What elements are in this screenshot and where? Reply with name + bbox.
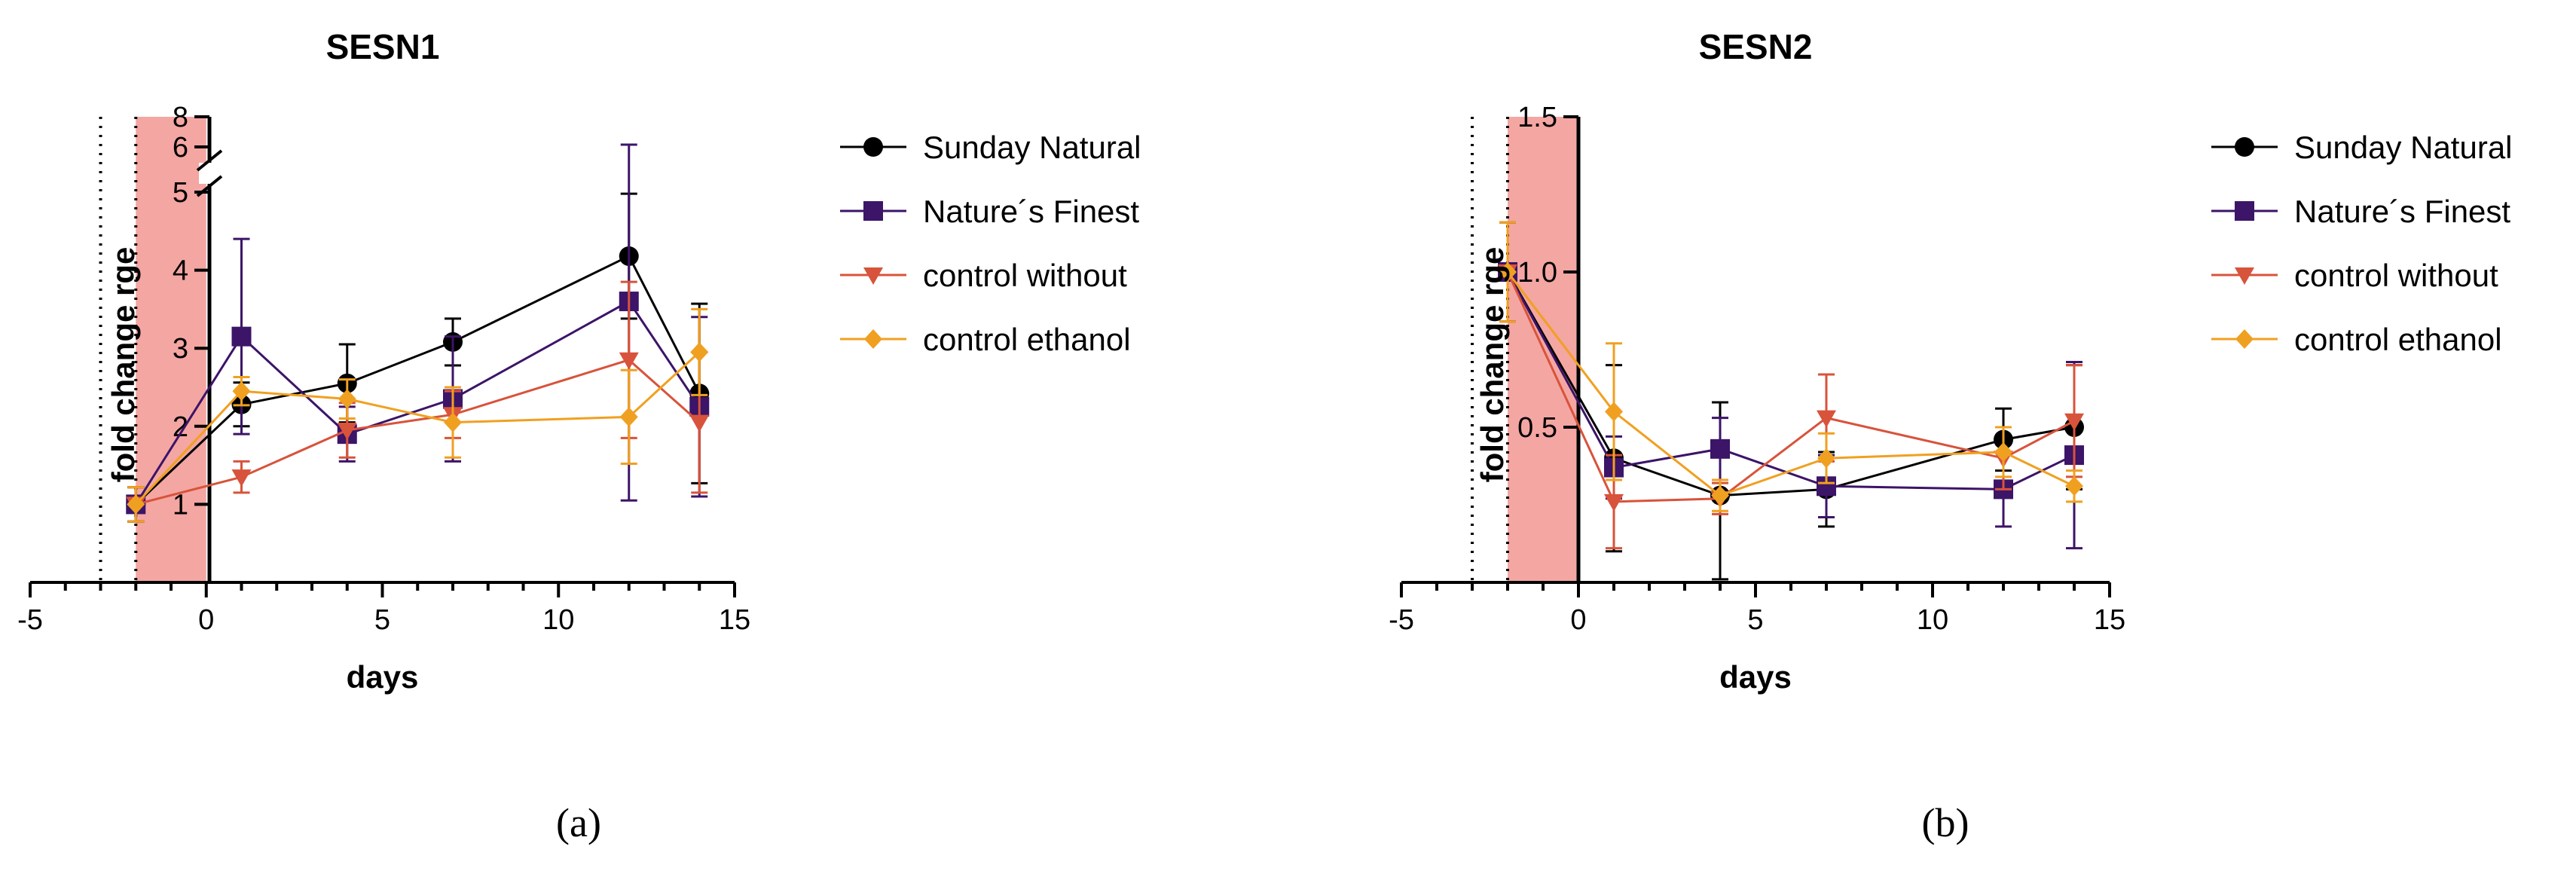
legend-marker <box>2235 329 2254 349</box>
legend-label: Nature´s Finest <box>2294 194 2510 229</box>
series-3 <box>1498 221 2084 550</box>
x-axis-label: days <box>1719 659 1792 695</box>
data-point <box>2065 476 2083 497</box>
chart-panel-2: -5 0 5 10 15 0.5 1.0 1.5 SESN2 days fold change rg… <box>1389 27 2512 845</box>
data-point <box>1817 448 1835 469</box>
data-point <box>127 494 145 515</box>
data-point <box>231 469 252 487</box>
data-point <box>1710 438 1730 459</box>
data-point <box>1499 262 1517 282</box>
legend-item: control ethanol <box>840 322 1131 357</box>
legend-item: control without <box>840 258 1127 293</box>
y-tick-label: 1 <box>173 489 188 521</box>
y-tick-label: 6 <box>173 132 188 163</box>
series-line <box>134 300 701 506</box>
data-point <box>1604 493 1624 512</box>
data-point <box>231 326 252 347</box>
x-tick-label: 10 <box>542 604 574 636</box>
y-tick-label: 4 <box>173 255 188 287</box>
panel-label: (a) <box>556 800 601 845</box>
data-point <box>2064 413 2084 431</box>
legend-label: control without <box>923 258 1127 293</box>
series-1 <box>126 192 710 523</box>
legend-label: control ethanol <box>2294 322 2502 357</box>
y-tick-label: 5 <box>173 177 188 209</box>
legend-marker <box>2235 201 2254 221</box>
legend-label: control ethanol <box>923 322 1131 357</box>
legend-marker <box>864 329 882 349</box>
series-2 <box>126 143 710 523</box>
series-line <box>1506 271 2075 497</box>
data-point <box>338 389 356 409</box>
data-point <box>689 414 710 432</box>
axis-break-mark <box>196 175 223 197</box>
chart-panel-1: -5 0 5 10 15 1 2 3 4 5 68 SESN1 days fold change rge S… <box>17 27 1141 845</box>
series-line <box>135 359 701 506</box>
series-4 <box>127 307 709 523</box>
x-tick-label: 15 <box>2094 604 2125 636</box>
legend-label: Nature´s Finest <box>923 194 1139 229</box>
chart-title: SESN2 <box>1699 27 1813 66</box>
x-tick-label: -5 <box>1389 604 1414 636</box>
data-point <box>1605 402 1623 422</box>
y-axis-label: fold change rge <box>105 247 141 483</box>
data-point <box>619 352 639 370</box>
x-axis-label: days <box>347 659 419 695</box>
data-point <box>1994 442 2012 462</box>
series-line <box>135 254 701 506</box>
legend-label: control without <box>2294 258 2498 293</box>
series-line <box>1506 271 2075 503</box>
y-tick-label: 0.5 <box>1517 412 1557 444</box>
y-tick-label: 1.0 <box>1517 257 1557 289</box>
legend-marker <box>863 137 883 157</box>
legend-item: Sunday Natural <box>2211 130 2513 165</box>
x-tick-label: 10 <box>1917 604 1948 636</box>
chart-title: SESN1 <box>326 27 440 66</box>
legend-marker <box>863 267 883 285</box>
series-4 <box>1499 221 2083 512</box>
x-tick-label: 5 <box>374 604 390 636</box>
legend-item: control without <box>2211 258 2498 293</box>
x-tick-label: 0 <box>198 604 214 636</box>
data-point <box>690 342 709 362</box>
series-2 <box>1498 221 2084 550</box>
x-tick-label: 0 <box>1570 604 1586 636</box>
y-tick-label: 1.5 <box>1517 102 1557 133</box>
series-line <box>135 351 701 506</box>
x-tick-label: -5 <box>17 604 43 636</box>
data-point <box>619 407 638 427</box>
y-axis-label: fold change rge <box>1474 247 1510 483</box>
axis-break-mark <box>196 149 223 172</box>
legend-item: control ethanol <box>2211 322 2502 357</box>
legend-item: Sunday Natural <box>840 130 1141 165</box>
legend-marker <box>2235 137 2254 157</box>
data-point <box>337 422 357 440</box>
legend-label: Sunday Natural <box>923 130 1141 165</box>
x-tick-label: 15 <box>719 604 750 636</box>
x-tick-label: 5 <box>1747 604 1763 636</box>
legend-item: Nature´s Finest <box>840 194 1139 229</box>
y-tick-label: 2 <box>173 411 188 443</box>
y-tick-label: 3 <box>173 333 188 365</box>
data-point <box>444 412 462 432</box>
legend-marker <box>863 201 883 221</box>
data-point <box>1711 485 1729 506</box>
series-line <box>1506 271 2075 490</box>
panel-label: (b) <box>1922 800 1969 845</box>
legend-marker <box>2235 267 2254 285</box>
data-point <box>1817 410 1836 428</box>
y-tick-label: 8 <box>173 102 188 133</box>
legend-item: Nature´s Finest <box>2211 194 2510 229</box>
data-point <box>232 381 251 402</box>
series-line <box>1506 271 2075 497</box>
legend-label: Sunday Natural <box>2294 130 2513 165</box>
